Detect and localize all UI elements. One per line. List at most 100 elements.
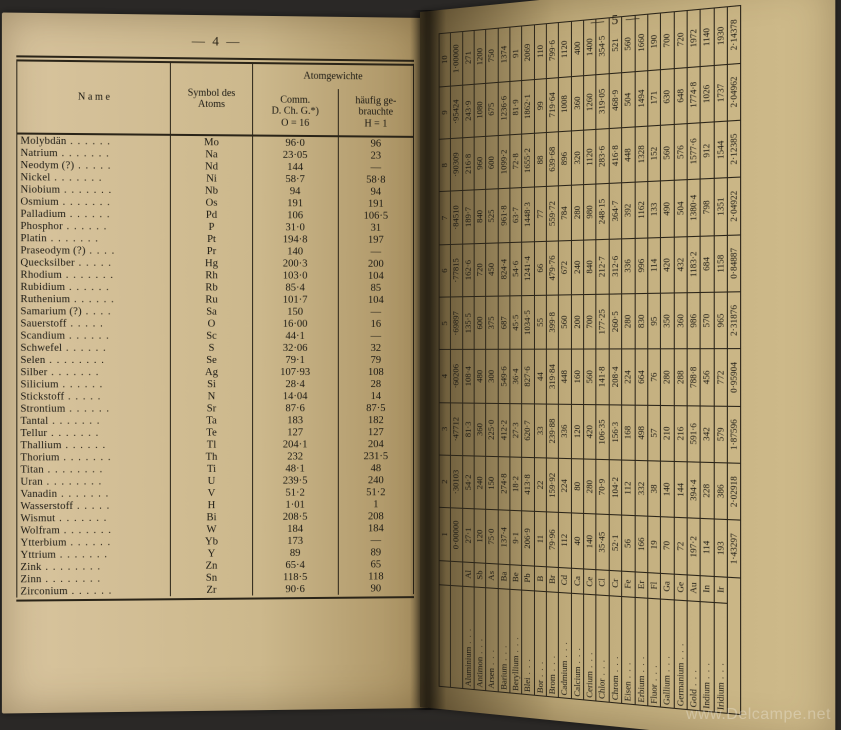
page-number-left: — 4 — — [16, 31, 414, 52]
element-symbol: Sr — [171, 402, 252, 414]
multiple-value: 240 — [571, 239, 584, 294]
multiple-value: 120 — [571, 404, 584, 459]
table-row: Arsen . . .As75·0150225·0300375450525600… — [486, 28, 498, 692]
multiple-value: 44 — [534, 349, 546, 403]
atomic-weight-comm: 96·0 — [252, 136, 338, 150]
element-name: Tellur . . . . . . . — [17, 427, 171, 440]
table-row: Barium . . .Ba137·4274·8412·2549·6687824… — [498, 27, 510, 693]
element-symbol: H — [171, 499, 252, 512]
table-row: Zirconium . . . . . .Zr90·690 — [17, 582, 414, 597]
multiple-value: 1380·4 — [687, 179, 700, 236]
element-symbol: Cd — [559, 567, 571, 593]
element-symbol: Os — [171, 196, 252, 209]
element-symbol: Zn — [171, 559, 252, 572]
multiple-value: 413·8 — [522, 457, 534, 511]
multiple-value: 840 — [584, 239, 597, 294]
multiple-value: 216 — [674, 405, 687, 462]
atomic-weight-haufig: 184 — [338, 522, 413, 534]
multiple-value: 400 — [571, 20, 584, 76]
element-symbol: Zr — [171, 583, 252, 596]
element-name: Wasserstoff . . . . . — [17, 499, 171, 512]
element-name: Natrium . . . . . . . — [17, 147, 171, 160]
multiple-value: 420 — [584, 404, 597, 459]
col-head-name: N a m e — [17, 60, 171, 134]
multiple-value: 140 — [661, 461, 674, 518]
element-name: Rhodium . . . . . . . — [17, 269, 171, 282]
multiple-value: 95 — [648, 293, 661, 349]
element-name: Ytterbium . . . . . . — [17, 536, 171, 549]
multiple-value: 1140 — [700, 7, 713, 65]
multiple-value: 560 — [584, 349, 597, 404]
element-symbol: Na — [171, 148, 252, 161]
multiple-value: 560 — [661, 124, 674, 181]
multiple-value: 448 — [559, 349, 571, 404]
element-name: Germanium . . . — [674, 599, 687, 709]
atomic-weight-haufig: 240 — [338, 474, 413, 486]
element-symbol: Mo — [171, 135, 252, 149]
atomic-weight-comm: 28·4 — [252, 378, 338, 390]
multiple-value: 135·5 — [462, 296, 474, 349]
multiple-value: 336 — [559, 403, 571, 458]
multiple-value: 77 — [534, 186, 546, 241]
element-symbol: S — [171, 342, 252, 354]
multiple-value: 54·6 — [510, 241, 522, 295]
atomic-weight-haufig: 106·5 — [338, 209, 413, 221]
atomic-weight-haufig: 1 — [338, 498, 413, 510]
multiple-value: 450 — [486, 242, 498, 296]
multiple-value: 549·6 — [498, 349, 510, 403]
log-value: 2·04922 — [727, 177, 741, 235]
multiple-value: 896 — [559, 130, 571, 185]
multiple-value: 375 — [486, 296, 498, 350]
table-row: Praseodym (?) . . . .Pr140— — [17, 244, 414, 258]
element-name: Titan . . . . . . . . — [17, 463, 171, 476]
element-name: Fluor . . . — [648, 598, 661, 707]
atomic-weight-haufig: 58·8 — [338, 173, 413, 186]
multiple-value: 498 — [635, 404, 648, 460]
element-name: Samarium (?) . . . . — [17, 305, 171, 317]
multiple-value: 288 — [674, 349, 687, 405]
col-index: 8 — [439, 138, 451, 191]
multiple-value: 224 — [559, 458, 571, 513]
atomic-weight-comm: 118·5 — [252, 571, 338, 584]
multiple-value: 336 — [622, 237, 635, 293]
element-name: Thallium . . . . . . — [17, 439, 171, 452]
multiple-value: 824·4 — [498, 242, 510, 296]
multiple-value: 57 — [648, 404, 661, 460]
multiple-value: 63·7 — [510, 187, 522, 241]
table-row: Chlor . . .Cl35·4570·9106·35141·8177·252… — [596, 17, 609, 701]
multiple-value: 986 — [687, 292, 700, 349]
multiple-value: 416·8 — [609, 127, 622, 183]
atomic-weight-comm: 89 — [252, 547, 338, 560]
multiple-value: 1400 — [584, 18, 597, 74]
multiple-value: 360 — [674, 292, 687, 348]
multiple-value: 912 — [700, 121, 713, 178]
element-symbol: Ge — [674, 573, 687, 600]
atomic-weight-comm: 144 — [252, 161, 338, 174]
table-row: Germanium . . .Ge72144216288360432504576… — [674, 10, 687, 709]
element-symbol: Hg — [171, 257, 252, 269]
multiple-value: 720 — [674, 10, 687, 68]
atomic-weight-haufig: 31 — [338, 222, 413, 234]
multiple-value: 45·5 — [510, 295, 522, 349]
table-row: Silicium . . . . . .Si28·428 — [17, 378, 414, 390]
multiple-value: 72 — [674, 517, 687, 574]
element-symbol: Te — [171, 426, 252, 438]
table-row: Rhodium . . . . . . .Rh103·0104 — [17, 269, 414, 282]
atomic-weight-comm: 239·5 — [252, 474, 338, 486]
book-spread: — 4 — N a m e Symbol des Atoms Atomgewic… — [0, 0, 841, 730]
table-row: Silber . . . . . . .Ag107·93108 — [17, 366, 414, 378]
atomic-weight-haufig: — — [338, 161, 413, 174]
element-name: Molybdän . . . . . . — [17, 134, 171, 148]
table-row: Gallium . . .Ga7014021028035042049056063… — [661, 11, 674, 708]
element-symbol: W — [171, 523, 252, 536]
atomic-weight-haufig: 89 — [338, 546, 413, 559]
element-name: Stickstoff . . . . . — [17, 390, 171, 402]
atomic-weight-comm: 85·4 — [252, 281, 338, 293]
table-row: Eisen . . .Fe561121682242803363924485045… — [622, 15, 635, 704]
log-value: 2·14378 — [727, 5, 741, 63]
col-index: 7 — [439, 191, 451, 244]
element-symbol: Ca — [571, 567, 584, 593]
multiple-value: 719·64 — [546, 77, 558, 132]
multiple-value: 54·2 — [462, 455, 474, 508]
table-row: Calcium . . .Ca4080120160200240280320360… — [571, 20, 584, 700]
